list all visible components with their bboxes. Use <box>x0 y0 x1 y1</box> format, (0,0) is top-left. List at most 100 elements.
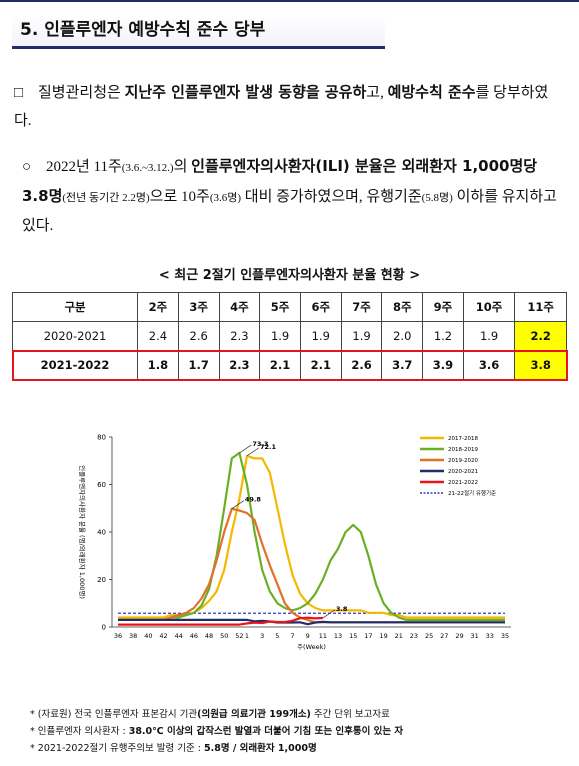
x-tick-label: 38 <box>129 632 137 640</box>
text-run: 지난주 인플루엔자 발생 동향을 공유하 <box>124 83 367 101</box>
table-row: 2020-2021 2.4 2.6 2.3 1.9 1.9 1.9 2.0 1.2 1.9 2.2 <box>11 321 567 351</box>
table-cell: 1.2 <box>422 321 464 351</box>
table-cell: 1.9 <box>462 321 516 351</box>
table-cell: 1.7 <box>177 350 220 380</box>
paragraph: □ 질병관리청은 지난주 인플루엔자 발생 동향을 공유하고, 예방수칙 준수를 … <box>14 78 564 135</box>
x-tick-label: 46 <box>190 632 198 640</box>
header-cell: 6주 <box>299 292 342 322</box>
header-cell: 3주 <box>177 292 220 322</box>
text-run: 의 <box>173 159 192 175</box>
label-leader <box>246 447 260 457</box>
y-tick-label: 60 <box>97 481 106 489</box>
data-label: 3.8 <box>336 605 348 613</box>
text-run: 5.8명 / 외래환자 1,000명 <box>204 743 317 754</box>
x-axis-label: 주(Week) <box>297 643 326 651</box>
x-tick-label: 31 <box>471 632 479 640</box>
footnote: * (자료원) 전국 인플루엔자 표본감시 기관(의원급 의료기관 199개소)… <box>30 706 403 723</box>
bullet: □ <box>14 85 24 101</box>
text-run: (전년 동기간 2.2명) <box>62 192 150 204</box>
header-cell: 7주 <box>340 292 383 322</box>
text-run: 예방수칙 준수 <box>387 83 476 101</box>
table-cell: 3.8 <box>514 350 567 380</box>
legend-label: 2020-2021 <box>448 469 478 475</box>
header-cell: 8주 <box>381 292 424 322</box>
footnote: * 2021-2022절기 유행주의보 발령 기준 : 5.8명 / 외래환자 … <box>30 740 403 757</box>
x-tick-label: 40 <box>144 632 152 640</box>
table-cell: 3.7 <box>381 350 424 380</box>
table-cell: 2.0 <box>381 321 424 351</box>
header-cell: 5주 <box>259 292 301 322</box>
x-tick-label: 50 <box>220 632 228 640</box>
header-cell: 구분 <box>11 292 139 322</box>
header-cell: 10주 <box>462 292 516 322</box>
text-run: 38.0℃ 이상의 갑작스런 발열과 더불어 기침 또는 인후통이 있는 자 <box>128 726 404 737</box>
label-leader <box>322 609 336 619</box>
x-tick-label: 35 <box>501 632 509 640</box>
x-tick-label: 9 <box>306 632 310 640</box>
header-cell: 2주 <box>137 292 179 322</box>
x-tick-label: 17 <box>364 632 372 640</box>
table-cell: 1.9 <box>299 321 342 351</box>
label-leader <box>239 444 252 454</box>
y-tick-label: 20 <box>97 576 106 584</box>
x-tick-label: 21 <box>395 632 403 640</box>
legend-label: 2017-2018 <box>448 436 478 442</box>
table-title: < 최근 2절기 인플루엔자의사환자 분율 현황 > <box>158 268 421 283</box>
table-cell: 2.2 <box>514 321 567 351</box>
text-run: (3.6.~3.12.) <box>121 162 174 174</box>
table-cell: 2021-2022 <box>11 350 139 380</box>
text-run: 질병관리청은 <box>38 85 125 101</box>
table-cell: 2.3 <box>218 350 261 380</box>
x-tick-label: 44 <box>175 632 183 640</box>
legend-label: 2021-2022 <box>448 480 478 486</box>
y-tick-label: 80 <box>97 434 106 442</box>
x-tick-label: 23 <box>410 632 418 640</box>
label-leader <box>231 500 245 510</box>
table-cell: 1.9 <box>259 321 301 351</box>
top-rule <box>0 0 579 2</box>
x-tick-label: 33 <box>486 632 494 640</box>
table-cell: 3.9 <box>422 350 464 380</box>
table-cell: 2.1 <box>259 350 301 380</box>
text-run: 대비 증가하였으며, 유행기준 <box>241 189 422 205</box>
text-run: 2022년 11주 <box>46 159 122 175</box>
y-axis-label: 인플루엔자의사환자 분율 (명/외래환자 1,000명) <box>78 465 87 599</box>
x-tick-label: 13 <box>334 632 342 640</box>
y-tick-label: 40 <box>97 529 106 537</box>
x-tick-label: 48 <box>205 632 213 640</box>
table-row: 2021-2022 1.8 1.7 2.3 2.1 2.1 2.6 3.7 3.9 3.6 3.8 <box>11 349 568 381</box>
header-row: 구분 2주 3주 4주 5주 6주 7주 8주 9주 10주 11주 <box>11 292 567 322</box>
text-run: * 인플루엔자 의사환자 : <box>30 726 129 737</box>
x-tick-label: 29 <box>455 632 463 640</box>
x-tick-label: 3 <box>260 632 264 640</box>
text-run: 주간 단위 보고자료 <box>310 709 390 720</box>
x-tick-label: 42 <box>159 632 167 640</box>
x-tick-label: 52 <box>235 632 243 640</box>
table-cell: 1.8 <box>137 350 179 380</box>
text-run: * 2021-2022절기 유행주의보 발령 기준 : <box>30 743 204 754</box>
table-cell: 2.1 <box>299 350 342 380</box>
text-run: 으로 10주 <box>149 189 210 205</box>
text-run: 인플루엔자의사환자(ILI) 분율은 외래환자 1,000명당 3.8명 <box>22 157 538 205</box>
x-tick-label: 11 <box>319 632 327 640</box>
table-cell: 2.6 <box>340 350 383 380</box>
table-cell: 2.3 <box>218 321 261 351</box>
x-tick-label: 1 <box>245 632 249 640</box>
text-run: (3.6명) <box>209 192 242 204</box>
data-table: 구분 2주 3주 4주 5주 6주 7주 8주 9주 10주 11주 2020-2021 2.4 2.6 2… <box>11 292 568 381</box>
text-run: 를 당부하였다. <box>14 85 549 129</box>
text-run: * (자료원) 전국 인플루엔자 표본감시 기관 <box>30 709 198 720</box>
footnote: * 인플루엔자 의사환자 : 38.0℃ 이상의 갑작스런 발열과 더불어 기침… <box>30 723 403 740</box>
header-cell: 11주 <box>514 292 567 322</box>
legend-label: 2019-2020 <box>448 458 478 464</box>
legend-label: 21-22절기 유행기준 <box>448 489 496 497</box>
x-tick-label: 19 <box>379 632 387 640</box>
table-cell: 3.6 <box>462 350 516 380</box>
table-cell: 2020-2021 <box>11 321 139 351</box>
text-run: (의원급 의료기관 199개소) <box>197 709 311 720</box>
x-tick-label: 7 <box>290 632 294 640</box>
paragraph: ○ 2022년 11주(3.6.~3.12.)의 인플루엔자의사환자(ILI) 분… <box>22 152 567 240</box>
series-line <box>118 454 505 619</box>
bullet: ○ <box>22 159 32 175</box>
